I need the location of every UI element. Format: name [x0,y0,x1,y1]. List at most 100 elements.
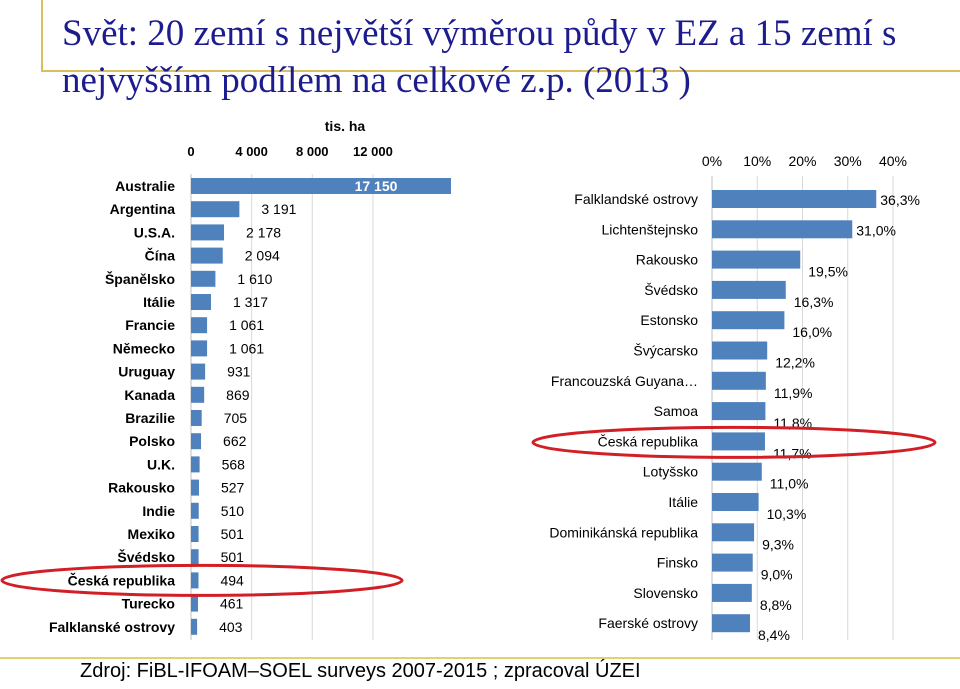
category-label: Švédsko [117,548,175,565]
category-label: Česká republika [598,433,699,449]
data-label: 1 317 [233,294,268,310]
bar [191,595,198,612]
data-label: 501 [221,526,245,542]
slide-title: Svět: 20 zemí s největší výměrou půdy v … [62,13,897,101]
x-tick-label: 0 [187,144,194,159]
axis-unit-label: tis. ha [325,118,366,134]
category-label: Australie [115,178,175,194]
data-label: 2 178 [246,224,281,240]
category-label: Samoa [654,403,699,419]
decorative-horizontal-line [41,70,960,72]
data-label: 931 [227,364,251,380]
bar [712,523,755,542]
bar [712,341,768,360]
bar [191,201,240,218]
data-label: 1 061 [229,340,264,356]
category-label: Falklanské ostrovy [49,619,175,635]
bar [191,224,225,241]
data-label: 31,0% [856,222,896,238]
data-label: 494 [220,572,244,588]
bar [712,553,753,572]
category-label: U.K. [147,456,175,472]
x-tick-label: 40% [879,153,907,169]
category-label: Francie [125,317,175,333]
category-label: Brazilie [125,410,175,426]
data-label: 662 [223,433,247,449]
bar [191,618,198,635]
data-label: 869 [226,387,250,403]
decorative-vertical-line [41,0,43,72]
data-label: 2 094 [245,248,280,264]
category-label: Rakousko [636,252,698,268]
data-label: 510 [221,503,245,519]
data-label: 1 061 [229,317,264,333]
category-label: Švédsko [644,282,698,298]
category-label: Polsko [129,433,175,449]
bar [191,456,200,473]
bar [712,220,853,239]
highlight-ellipse [531,425,937,459]
category-label: Slovensko [633,585,698,601]
category-label: Kanada [124,387,175,403]
data-label: 10,3% [767,506,807,522]
data-label: 3 191 [261,201,296,217]
bar [712,311,785,330]
data-label: 11,7% [773,445,812,461]
category-label: Mexiko [128,526,175,542]
category-label: Rakousko [108,480,175,496]
bar [712,432,765,451]
data-label: 17 150 [355,178,398,194]
data-label: 9,3% [762,536,794,552]
category-label: Česká republika [68,571,176,588]
bar [191,410,202,426]
bar [191,340,208,357]
data-label: 11,0% [770,476,809,492]
data-label: 11,9% [774,385,813,401]
bar [712,493,759,511]
data-label: 16,0% [792,324,832,340]
bar [712,402,766,421]
bar [191,270,216,287]
category-label: Uruguay [118,364,175,380]
x-tick-label: 10% [743,153,771,169]
category-label: Německo [113,340,175,356]
bar [191,294,211,310]
x-tick-label: 30% [834,153,862,169]
category-label: Dominikánská republika [549,524,698,540]
bar [191,363,206,380]
x-tick-label: 12 000 [353,144,393,159]
bar [712,190,877,208]
bar [712,462,762,481]
data-label: 461 [220,596,244,612]
data-label: 527 [221,480,245,496]
category-label: Indie [142,503,175,519]
bar [191,502,199,519]
category-label: Itálie [143,294,175,310]
category-label: Estonsko [640,312,698,328]
category-label: Lotyšsko [643,464,698,480]
bar [712,583,752,602]
data-label: 12,2% [775,355,815,371]
category-label: Argentina [110,201,176,217]
category-label: Švýcarsko [633,343,698,359]
category-label: Faerské ostrovy [598,615,698,631]
bar [191,572,199,589]
data-label: 9,0% [761,567,793,583]
decorative-bottom-line [0,657,960,659]
x-tick-label: 4 000 [235,144,268,159]
category-label: Lichtenštejnsko [601,221,698,237]
bar [712,614,751,633]
bar [191,549,199,566]
bar [712,250,801,269]
data-label: 403 [219,619,243,635]
category-label: Turecko [122,596,175,612]
data-label: 19,5% [808,264,848,280]
category-label: U.S.A. [134,224,175,240]
x-tick-label: 20% [788,153,816,169]
category-label: Španělsko [105,270,175,287]
bar [191,526,199,542]
data-label: 501 [221,549,245,565]
data-label: 705 [224,410,248,426]
